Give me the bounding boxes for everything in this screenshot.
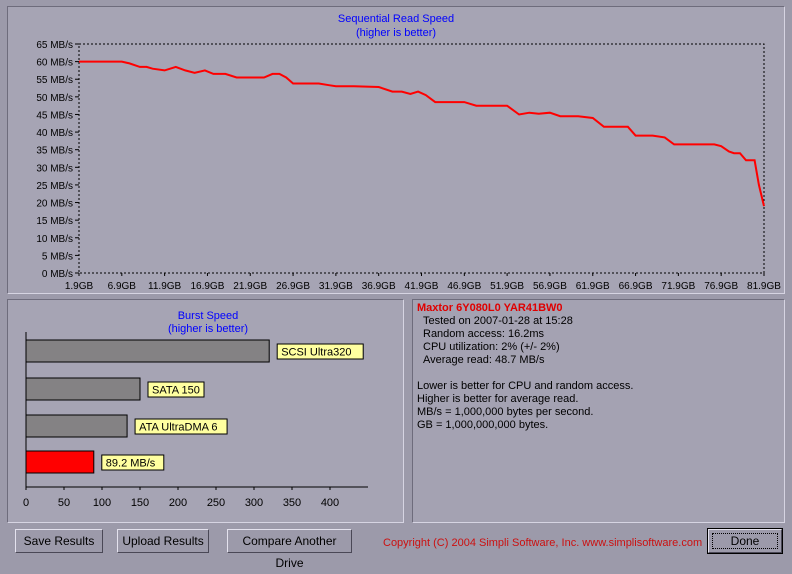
y-tick-label: 30 MB/s	[36, 163, 73, 174]
note-line: MB/s = 1,000,000 bytes per second.	[417, 406, 594, 418]
burst-speed-panel: Burst Speed (higher is better) SCSI Ultr…	[7, 299, 404, 523]
chart-subtitle: (higher is better)	[356, 27, 436, 39]
y-tick-label: 40 MB/s	[36, 128, 73, 139]
compare-drive-label: Compare Another Drive	[242, 534, 337, 570]
y-tick-label: 25 MB/s	[36, 181, 73, 192]
y-tick-label: 35 MB/s	[36, 146, 73, 157]
burst-bar	[25, 450, 95, 474]
burst-bars: SCSI Ultra320 SATA 150 ATA UltraDMA 6 89.2 …	[25, 339, 364, 474]
x-tick-label: 81.9GB	[747, 281, 781, 292]
random-access: Random access: 16.2ms	[423, 328, 545, 340]
y-tick-label: 65 MB/s	[36, 40, 73, 51]
y-tick-label: 5 MB/s	[42, 251, 73, 262]
burst-bar	[25, 377, 141, 401]
read-speed-line	[79, 60, 765, 207]
results-info-panel: Maxtor 6Y080L0 YAR41BW0 Tested on 2007-0…	[412, 299, 785, 523]
x-tick-label: 1.9GB	[65, 281, 94, 292]
x-tick-label: 250	[207, 497, 225, 509]
x-tick-label: 66.9GB	[619, 281, 653, 292]
bar-label-box	[101, 454, 165, 471]
bar-label: 89.2 MB/s	[106, 458, 156, 470]
bar-label-box	[147, 381, 205, 398]
y-tick-label: 10 MB/s	[36, 234, 73, 245]
x-tick-label: 11.9GB	[148, 281, 181, 292]
note-line: GB = 1,000,000,000 bytes.	[417, 419, 549, 431]
bar-label-box	[276, 343, 364, 360]
x-tick-label: 100	[93, 497, 111, 509]
x-tick-label: 31.9GB	[319, 281, 353, 292]
x-tick-label: 16.9GB	[190, 281, 224, 292]
bar-label: SATA 150	[152, 385, 200, 397]
upload-results-label: Upload Results	[122, 534, 204, 548]
x-tick-label: 21.9GB	[233, 281, 267, 292]
x-tick-label: 76.9GB	[704, 281, 738, 292]
x-tick-label: 41.9GB	[405, 281, 439, 292]
x-tick-label: 36.9GB	[362, 281, 396, 292]
burst-bar	[25, 414, 128, 438]
x-tick-label: 6.9GB	[108, 281, 137, 292]
sequential-read-panel: Sequential Read Speed (higher is better)…	[7, 6, 785, 294]
x-tick-label: 71.9GB	[661, 281, 695, 292]
x-tick-label: 400	[321, 497, 339, 509]
note-line: Lower is better for CPU and random acces…	[417, 380, 634, 392]
x-tick-label: 56.9GB	[533, 281, 567, 292]
x-tick-label: 50	[58, 497, 70, 509]
x-tick-label: 150	[131, 497, 149, 509]
bar-label: ATA UltraDMA 6	[139, 422, 217, 434]
y-tick-label: 20 MB/s	[36, 199, 73, 210]
drive-name: Maxtor 6Y080L0 YAR41BW0	[417, 302, 563, 314]
tested-date: Tested on 2007-01-28 at 15:28	[423, 315, 573, 327]
burst-axis: 0 50 100 150 200 250 300 350 400	[23, 332, 368, 509]
x-tick-label: 46.9GB	[447, 281, 481, 292]
save-results-button[interactable]: Save Results	[15, 529, 103, 553]
y-tick-label: 55 MB/s	[36, 75, 73, 86]
y-tick-label: 15 MB/s	[36, 216, 73, 227]
burst-speed-chart: Burst Speed (higher is better) SCSI Ultr…	[23, 310, 368, 509]
sequential-read-chart: Sequential Read Speed (higher is better)…	[36, 13, 781, 292]
axes: 0 MB/s 5 MB/s 10 MB/s 15 MB/s 20 MB/s 25 MB/s…	[36, 40, 781, 292]
x-tick-label: 350	[283, 497, 301, 509]
note-line: Higher is better for average read.	[417, 393, 579, 405]
save-results-label: Save Results	[23, 534, 95, 548]
bar-label: SCSI Ultra320	[281, 347, 351, 359]
x-tick-label: 51.9GB	[490, 281, 524, 292]
x-tick-label: 0	[23, 497, 29, 509]
y-tick-label: 45 MB/s	[36, 110, 73, 121]
done-button[interactable]: Done	[707, 528, 783, 554]
copyright-text: Copyright (C) 2004 Simpli Software, Inc.…	[383, 537, 703, 549]
read-speed-series	[79, 60, 765, 207]
x-tick-label: 200	[169, 497, 187, 509]
chart-title: Sequential Read Speed	[338, 13, 454, 25]
bar-label-box	[134, 418, 228, 435]
done-label: Done	[712, 533, 778, 549]
burst-bar	[25, 339, 270, 363]
plot-area	[78, 43, 765, 274]
cpu-utilization: CPU utilization: 2% (+/- 2%)	[423, 341, 560, 353]
upload-results-button[interactable]: Upload Results	[117, 529, 209, 553]
y-tick-label: 60 MB/s	[36, 58, 73, 69]
chart-subtitle: (higher is better)	[168, 323, 248, 335]
chart-title: Burst Speed	[178, 310, 239, 322]
compare-another-drive-button[interactable]: Compare Another Drive	[227, 529, 352, 570]
average-read: Average read: 48.7 MB/s	[423, 354, 545, 366]
x-tick-label: 26.9GB	[276, 281, 310, 292]
x-tick-label: 300	[245, 497, 263, 509]
y-tick-label: 0 MB/s	[42, 269, 73, 280]
x-tick-label: 61.9GB	[576, 281, 610, 292]
y-tick-label: 50 MB/s	[36, 93, 73, 104]
